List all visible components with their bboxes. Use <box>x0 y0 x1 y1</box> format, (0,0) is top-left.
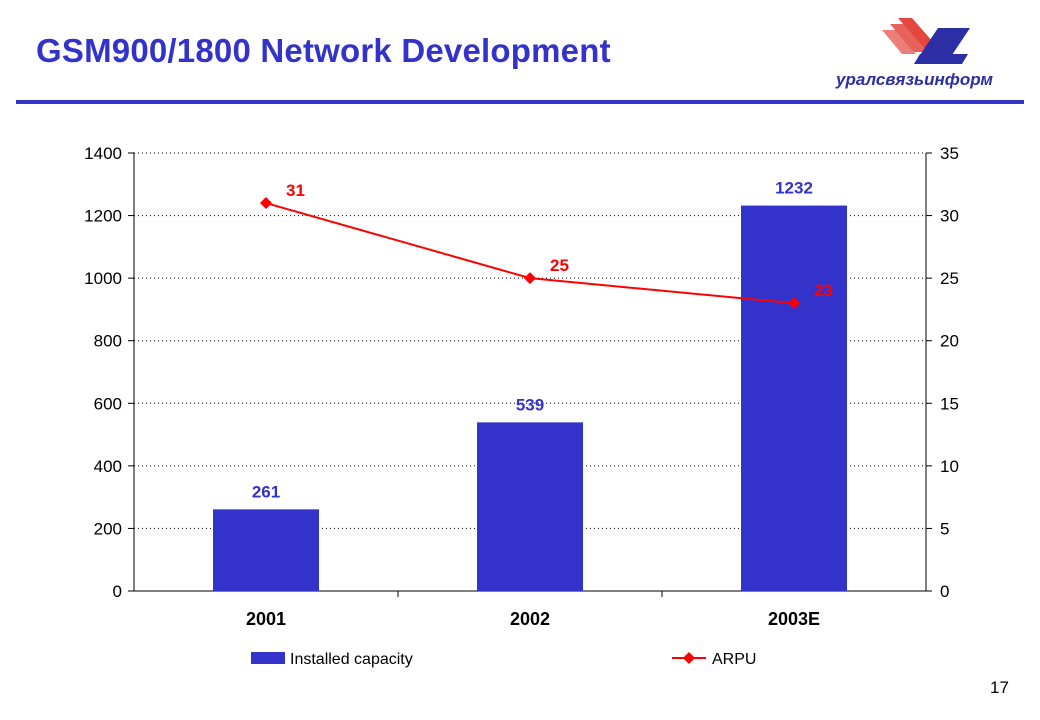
line-point <box>524 272 536 285</box>
bar <box>477 422 583 591</box>
legend-label-arpu: ARPU <box>712 651 756 668</box>
left-tick-label: 800 <box>94 332 122 351</box>
line-data-label: 23 <box>814 281 833 300</box>
arpu-line <box>265 202 795 305</box>
axis-layer: 0 200 400 600 800 1000 1200 1400 0 5 10 15 20 25 30 35 2… <box>84 144 959 629</box>
x-tick-label: 2001 <box>246 609 286 629</box>
line-point <box>260 197 272 210</box>
left-tick-label: 1000 <box>84 269 122 288</box>
right-tick-label: 30 <box>940 207 959 226</box>
line-data-label: 31 <box>286 181 305 200</box>
bar <box>741 205 847 591</box>
bar <box>213 509 319 591</box>
page-number: 17 <box>990 678 1009 697</box>
left-tick-label: 1200 <box>84 207 122 226</box>
legend: Installed capacity ARPU <box>251 651 756 668</box>
left-tick-label: 0 <box>113 582 122 601</box>
left-tick-label: 200 <box>94 519 122 538</box>
left-tick-label: 400 <box>94 457 122 476</box>
right-tick-label: 15 <box>940 394 959 413</box>
title-divider <box>16 100 1024 104</box>
logo-mark-icon <box>882 18 970 64</box>
right-tick-label: 25 <box>940 269 959 288</box>
line-layer <box>260 197 800 310</box>
right-tick-label: 5 <box>940 519 949 538</box>
bar-layer <box>213 205 847 591</box>
right-tick-label: 0 <box>940 582 949 601</box>
left-tick-label: 1400 <box>84 144 122 163</box>
legend-marker <box>683 652 695 664</box>
x-tick-label: 2003E <box>768 609 820 629</box>
company-logo <box>882 18 970 64</box>
right-tick-label: 35 <box>940 144 959 163</box>
logo-text: уралсвязьинформ <box>836 70 993 89</box>
right-tick-label: 20 <box>940 332 959 351</box>
label-layer: 261 539 1232 31 25 23 <box>252 179 833 502</box>
bar-data-label: 1232 <box>775 179 813 198</box>
x-tick-label: 2002 <box>510 609 550 629</box>
line-data-label: 25 <box>550 256 569 275</box>
left-tick-label: 600 <box>94 394 122 413</box>
right-tick-label: 10 <box>940 457 959 476</box>
legend-bar-swatch <box>251 652 285 664</box>
line-point <box>788 297 800 310</box>
bar-data-label: 261 <box>252 482 280 501</box>
legend-label-installed-capacity: Installed capacity <box>290 651 413 668</box>
bar-data-label: 539 <box>516 395 544 414</box>
slide-title: GSM900/1800 Network Development <box>36 32 611 69</box>
